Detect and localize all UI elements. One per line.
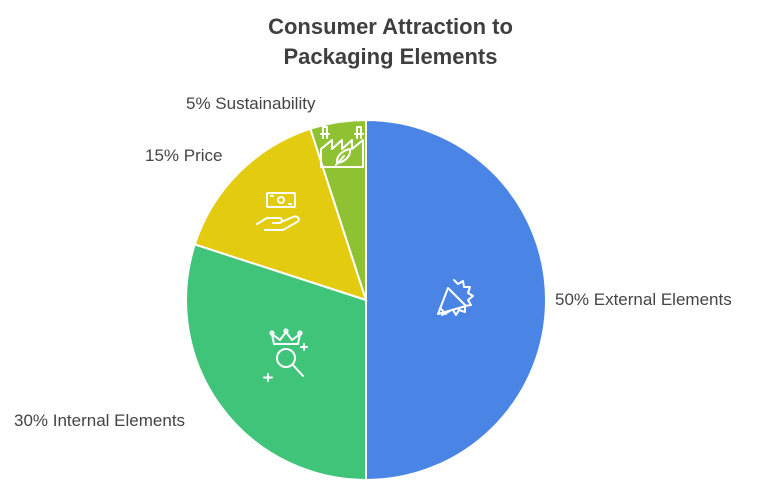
slice-label-sustainability: 5% Sustainability	[186, 94, 316, 113]
megaphone-icon	[437, 279, 474, 316]
money-hand-icon	[256, 192, 300, 231]
slice-label-internal-elements: 30% Internal Elements	[14, 411, 186, 430]
pie-slice-external-elements	[365, 118, 547, 482]
slice-label-external-elements: 50% External Elements	[555, 290, 732, 309]
chart-title-line-2: Packaging Elements	[283, 44, 498, 69]
chart-title: Consumer Attraction to Packaging Element…	[0, 12, 781, 72]
pie-slice-price	[193, 127, 368, 302]
crown-magnifier-icon	[263, 328, 308, 382]
chart-title-line-1: Consumer Attraction to	[268, 14, 513, 39]
pie-slice-internal-elements	[185, 243, 367, 482]
slice-label-price: 15% Price	[145, 146, 223, 165]
pie-slice-sustainability	[309, 118, 367, 301]
eco-factory-icon	[320, 126, 364, 168]
